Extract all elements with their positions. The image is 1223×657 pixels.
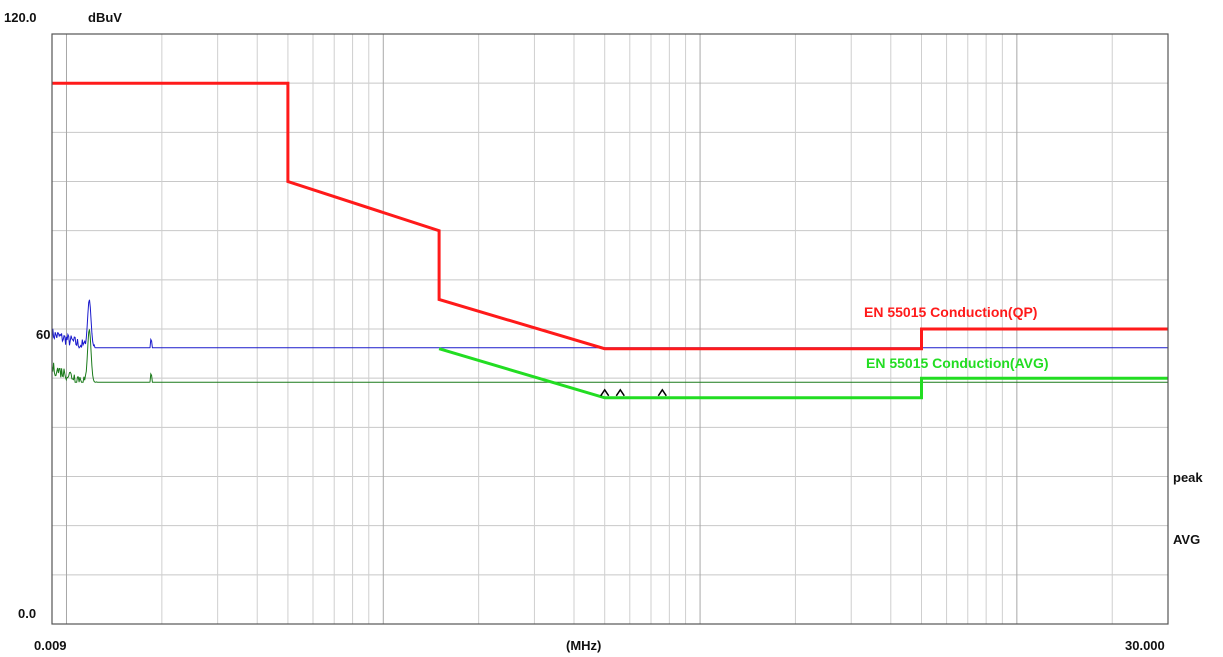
peak-marker (615, 388, 625, 397)
peak-marker (600, 388, 610, 397)
avg-limit-line (438, 347, 1168, 400)
markers-layer (600, 388, 667, 397)
avg-limit-label: EN 55015 Conduction(AVG) (866, 355, 1049, 371)
plot-frame (51, 33, 1169, 625)
y-mid-tick-label: 60 (36, 327, 50, 342)
avg-trace-label: AVG (1173, 532, 1200, 547)
x-min-tick-label: 0.009 (34, 638, 67, 653)
peak-marker (657, 388, 667, 397)
qp-limit-line (52, 81, 1168, 351)
series-layer (51, 81, 1168, 400)
qp-limit-label: EN 55015 Conduction(QP) (864, 304, 1037, 320)
y-min-tick-label: 0.0 (18, 606, 36, 621)
peak-trace-label: peak (1173, 470, 1203, 485)
avg-trace (51, 329, 1168, 383)
y-max-tick-label: 120.0 (4, 10, 37, 25)
x-max-tick-label: 30.000 (1125, 638, 1165, 653)
grid (51, 34, 1168, 624)
x-unit-label: (MHz) (566, 638, 601, 653)
y-unit-label: dBuV (88, 10, 122, 25)
